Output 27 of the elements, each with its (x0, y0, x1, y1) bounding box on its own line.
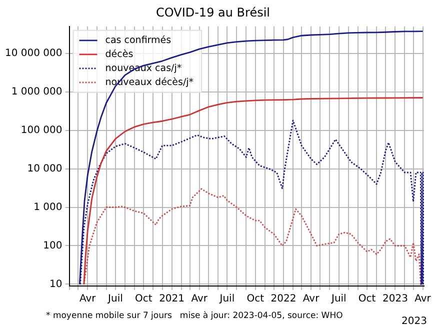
x-tick-label: 2021 (159, 294, 185, 305)
x-tick-label: Juil (218, 294, 235, 305)
x-tick-label: Oct (246, 294, 264, 305)
x-tick-label: Avr (414, 294, 432, 305)
x-tick-label: Oct (358, 294, 376, 305)
x-tick-label: Avr (191, 294, 208, 305)
legend-label: cas confirmés (105, 34, 172, 46)
legend-label: décès (105, 48, 134, 60)
line-series (83, 188, 424, 285)
y-tick-label: 100 000 (20, 124, 62, 136)
y-tick-label: 100 (43, 240, 62, 252)
y-tick-label: 10 (50, 278, 62, 290)
y-tick-label: 10 000 000 (4, 48, 62, 59)
x-tick-label: Avr (79, 294, 97, 305)
x-tick-label: 2022 (270, 294, 296, 305)
y-tick-label: 10 000 (27, 163, 62, 174)
text: * moyenne mobile sur 7 jours (46, 311, 172, 321)
text: 2023 (402, 316, 427, 327)
text: mise à jour: 2023-04-05, source: WHO (180, 311, 344, 321)
x-tick-label: Juil (330, 294, 346, 305)
x-tick-label: Oct (134, 294, 152, 305)
y-tick-label: 1 000 (34, 202, 62, 213)
chart-title: COVID-19 au Brésil (156, 5, 270, 20)
y-tick-label: 1 000 000 (11, 86, 62, 98)
x-tick-label: 2023 (382, 294, 408, 305)
x-tick-label: Juil (107, 294, 123, 305)
x-tick-label: Avr (302, 294, 320, 305)
